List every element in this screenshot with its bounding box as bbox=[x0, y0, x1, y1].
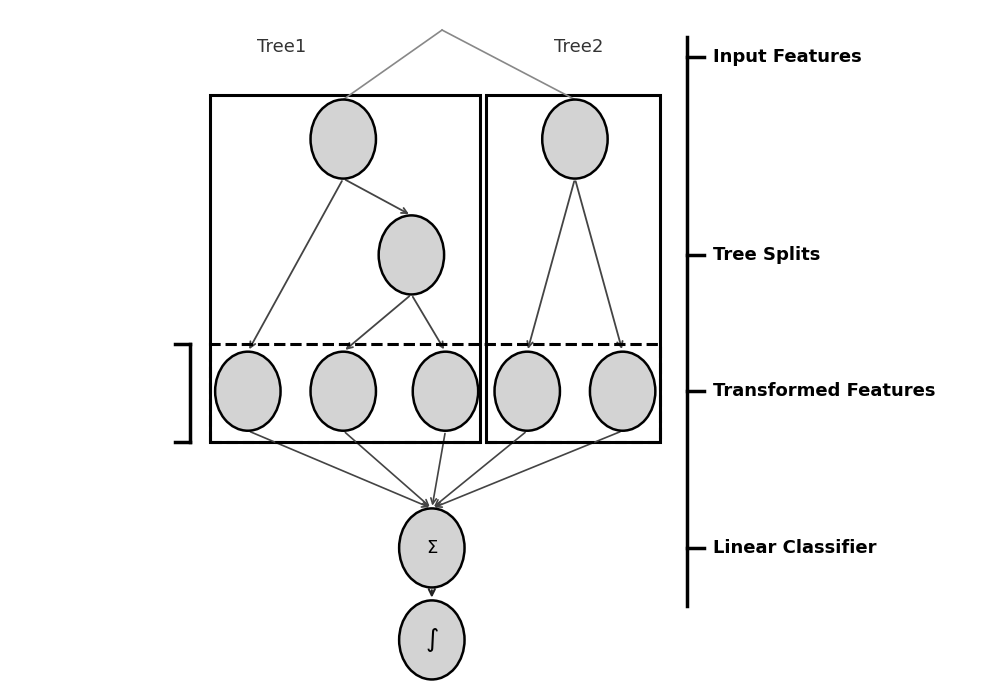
Text: Tree1: Tree1 bbox=[257, 38, 307, 56]
Text: Tree Splits: Tree Splits bbox=[713, 246, 820, 264]
Ellipse shape bbox=[542, 100, 608, 179]
Ellipse shape bbox=[215, 352, 281, 431]
Ellipse shape bbox=[399, 508, 465, 587]
Bar bbox=[210, 344, 660, 442]
Text: $\Sigma$: $\Sigma$ bbox=[426, 539, 438, 557]
Text: $\int$: $\int$ bbox=[425, 626, 439, 654]
Bar bbox=[486, 95, 660, 442]
Ellipse shape bbox=[311, 100, 376, 179]
Ellipse shape bbox=[495, 352, 560, 431]
Ellipse shape bbox=[399, 600, 465, 679]
Ellipse shape bbox=[413, 352, 478, 431]
Text: Input Features: Input Features bbox=[713, 48, 861, 66]
Bar bbox=[210, 95, 480, 442]
Ellipse shape bbox=[311, 352, 376, 431]
Text: Transformed Features: Transformed Features bbox=[713, 382, 935, 401]
Ellipse shape bbox=[379, 216, 444, 295]
Text: Linear Classifier: Linear Classifier bbox=[713, 539, 876, 557]
Text: Tree2: Tree2 bbox=[554, 38, 603, 56]
Ellipse shape bbox=[590, 352, 655, 431]
